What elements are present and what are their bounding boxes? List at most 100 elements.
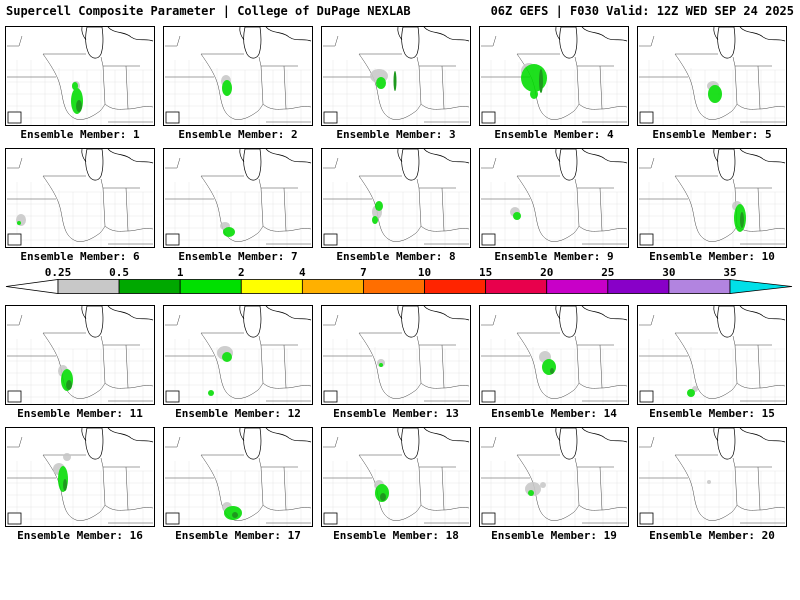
scp-contours bbox=[53, 453, 71, 492]
map-member-9 bbox=[479, 148, 629, 248]
ensemble-panel-5: Ensemble Member: 5 bbox=[637, 26, 787, 141]
ensemble-panel-16: Ensemble Member: 16 bbox=[5, 427, 155, 542]
scp-contours bbox=[58, 365, 73, 391]
scp-contours bbox=[707, 480, 711, 484]
panel-label: Ensemble Member: 16 bbox=[17, 529, 143, 542]
panel-label: Ensemble Member: 14 bbox=[491, 407, 617, 420]
ensemble-panel-7: Ensemble Member: 7 bbox=[163, 148, 313, 263]
ensemble-panel-15: Ensemble Member: 15 bbox=[637, 305, 787, 420]
panel-label: Ensemble Member: 5 bbox=[652, 128, 772, 141]
colorbar-segment bbox=[363, 279, 425, 294]
map-member-18 bbox=[321, 427, 471, 527]
ensemble-panel-10: Ensemble Member: 10 bbox=[637, 148, 787, 263]
panel-label: Ensemble Member: 15 bbox=[649, 407, 775, 420]
ensemble-panel-17: Ensemble Member: 17 bbox=[163, 427, 313, 542]
panel-label: Ensemble Member: 6 bbox=[20, 250, 140, 263]
ensemble-panel-20: Ensemble Member: 20 bbox=[637, 427, 787, 542]
scp-contours bbox=[707, 81, 722, 103]
scp-contours bbox=[687, 386, 698, 397]
ensemble-panel-8: Ensemble Member: 8 bbox=[321, 148, 471, 263]
colorbar-segment bbox=[57, 279, 120, 294]
panel-label: Ensemble Member: 9 bbox=[494, 250, 614, 263]
map-member-15 bbox=[637, 305, 787, 405]
panel-label: Ensemble Member: 10 bbox=[649, 250, 775, 263]
colorbar-segment bbox=[301, 279, 364, 294]
colorbar-tick: 2 bbox=[238, 266, 245, 279]
map-member-20 bbox=[637, 427, 787, 527]
colorbar-segment bbox=[179, 279, 242, 294]
colorbar-tick: 7 bbox=[360, 266, 367, 279]
map-member-1 bbox=[5, 26, 155, 126]
panel-row-3: Ensemble Member: 11 Ensemble Member: 12 En… bbox=[0, 305, 800, 420]
map-member-7 bbox=[163, 148, 313, 248]
colorbar-tick: 4 bbox=[299, 266, 306, 279]
colorbar-tick: 25 bbox=[601, 266, 614, 279]
ensemble-panel-11: Ensemble Member: 11 bbox=[5, 305, 155, 420]
scp-contours bbox=[222, 502, 242, 520]
map-member-2 bbox=[163, 26, 313, 126]
map-member-14 bbox=[479, 305, 629, 405]
colorbar-tick: 1 bbox=[177, 266, 184, 279]
panel-label: Ensemble Member: 20 bbox=[649, 529, 775, 542]
map-member-8 bbox=[321, 148, 471, 248]
panel-row-2: Ensemble Member: 6 Ensemble Member: 7 Ense… bbox=[0, 148, 800, 263]
map-member-10 bbox=[637, 148, 787, 248]
colorbar-segment bbox=[240, 279, 303, 294]
colorbar-tick: 30 bbox=[662, 266, 675, 279]
colorbar-tick: 10 bbox=[418, 266, 431, 279]
ensemble-panel-19: Ensemble Member: 19 bbox=[479, 427, 629, 542]
scp-contours bbox=[221, 75, 232, 96]
panel-label: Ensemble Member: 19 bbox=[491, 529, 617, 542]
map-member-17 bbox=[163, 427, 313, 527]
product-title: Supercell Composite Parameter | College … bbox=[6, 4, 411, 18]
scp-contours bbox=[377, 359, 385, 367]
map-member-5 bbox=[637, 26, 787, 126]
scp-contours bbox=[539, 351, 556, 375]
scp-contours bbox=[208, 346, 233, 396]
scp-contours bbox=[16, 214, 26, 226]
scp-contours bbox=[370, 69, 397, 91]
ensemble-panel-13: Ensemble Member: 13 bbox=[321, 305, 471, 420]
colorbar-tick: 0.25 bbox=[45, 266, 72, 279]
ensemble-panel-12: Ensemble Member: 12 bbox=[163, 305, 313, 420]
ensemble-panel-6: Ensemble Member: 6 bbox=[5, 148, 155, 263]
panel-label: Ensemble Member: 12 bbox=[175, 407, 301, 420]
map-member-19 bbox=[479, 427, 629, 527]
ensemble-panel-18: Ensemble Member: 18 bbox=[321, 427, 471, 542]
map-member-6 bbox=[5, 148, 155, 248]
panel-row-1: Ensemble Member: 1 Ensemble Member: 2 Ense… bbox=[0, 26, 800, 141]
scp-contours bbox=[732, 201, 746, 232]
map-member-4 bbox=[479, 26, 629, 126]
scp-contours bbox=[521, 63, 547, 99]
colorbar-left-arrow bbox=[5, 279, 59, 294]
panel-row-4: Ensemble Member: 16 Ensemble Member: 17 En… bbox=[0, 427, 800, 542]
panel-label: Ensemble Member: 2 bbox=[178, 128, 298, 141]
panel-label: Ensemble Member: 7 bbox=[178, 250, 298, 263]
scp-contours bbox=[372, 201, 383, 224]
panel-label: Ensemble Member: 4 bbox=[494, 128, 614, 141]
panel-label: Ensemble Member: 8 bbox=[336, 250, 456, 263]
ensemble-panel-14: Ensemble Member: 14 bbox=[479, 305, 629, 420]
scp-contours bbox=[71, 81, 83, 114]
scp-contours bbox=[525, 482, 546, 496]
panel-label: Ensemble Member: 3 bbox=[336, 128, 456, 141]
colorbar-right-arrow bbox=[729, 279, 793, 294]
panel-label: Ensemble Member: 11 bbox=[17, 407, 143, 420]
colorbar-tick: 0.5 bbox=[109, 266, 129, 279]
scp-contours bbox=[510, 207, 521, 220]
ensemble-panel-4: Ensemble Member: 4 bbox=[479, 26, 629, 141]
colorbar-tick: 15 bbox=[479, 266, 492, 279]
colorbar-tick: 35 bbox=[723, 266, 736, 279]
map-member-13 bbox=[321, 305, 471, 405]
colorbar-segment bbox=[118, 279, 181, 294]
map-member-11 bbox=[5, 305, 155, 405]
colorbar-segment bbox=[424, 279, 487, 294]
panel-label: Ensemble Member: 17 bbox=[175, 529, 301, 542]
colorbar-tick: 20 bbox=[540, 266, 553, 279]
ensemble-panel-1: Ensemble Member: 1 bbox=[5, 26, 155, 141]
colorbar-segment bbox=[607, 279, 670, 294]
colorbar-segment bbox=[668, 279, 731, 294]
panel-label: Ensemble Member: 13 bbox=[333, 407, 459, 420]
colorbar-segment bbox=[546, 279, 609, 294]
colorbar-scale: 0.25 0.5 1 2 4 7 10 15 20 25 30 35 bbox=[5, 266, 793, 294]
